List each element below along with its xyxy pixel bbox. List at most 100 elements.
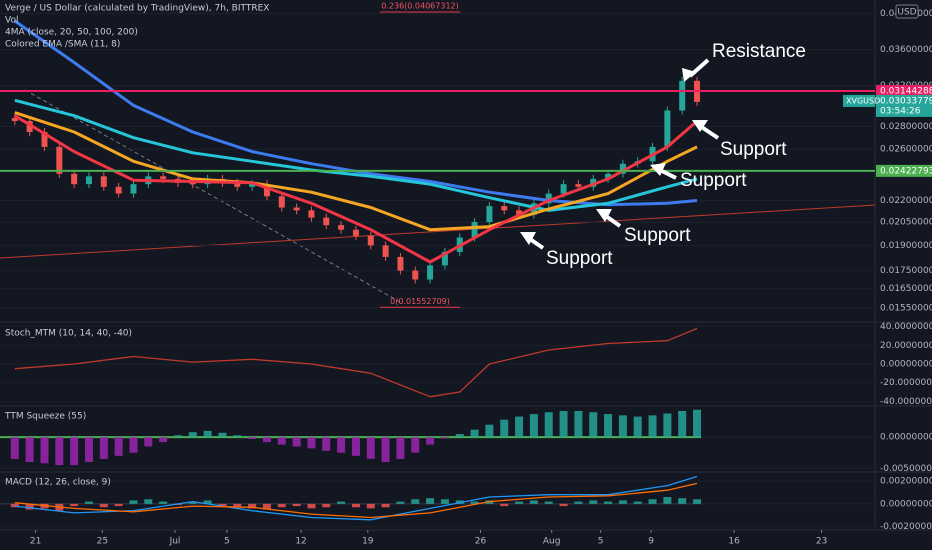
histogram-bar [144,499,153,504]
candle [605,173,612,179]
annotation: Support [680,170,747,191]
candle [56,146,63,174]
x-tick-label: 16 [728,537,740,547]
histogram-bar [322,437,331,451]
pane-title: Stoch_MTM (10, 14, 40, -40) [5,329,132,339]
annotation: Support [720,139,787,160]
histogram-bar [440,499,449,504]
level-badge [876,164,932,177]
histogram-bar [693,409,702,438]
x-tick-label: 21 [30,537,41,547]
histogram-bar [618,500,627,504]
candle [278,196,285,208]
candle [293,207,300,211]
histogram-bar [292,437,301,447]
histogram-bar [292,503,301,507]
candle [189,182,196,185]
histogram-bar [262,437,271,443]
histogram-bar [396,437,405,459]
candle [11,118,18,122]
candle [441,251,448,266]
histogram-bar [574,410,583,438]
histogram-bar [233,435,242,438]
histogram-bar [203,500,212,504]
histogram-bar [99,437,108,459]
histogram-bar [693,499,702,504]
candle [85,176,92,185]
pane-title: TTM Squeeze (55) [4,412,86,422]
histogram-bar [233,503,242,508]
histogram-bar [114,437,123,456]
histogram-bar [559,503,568,507]
candle [338,225,345,230]
histogram-bar [455,434,464,438]
candle [263,184,270,197]
histogram-bar [618,415,627,438]
histogram-bar [544,501,553,504]
x-tick-label: 26 [475,537,487,547]
histogram-bar [411,437,420,453]
annotation: Support [546,248,613,269]
histogram-bar [366,437,375,459]
y-tick-label: 0.01650000 [880,284,932,294]
histogram-bar [218,503,227,507]
y-tick-label: 0.00200000 [880,477,932,487]
candle [575,184,582,187]
histogram-bar [663,497,672,504]
candle [664,110,671,147]
currency-badge[interactable] [895,4,919,19]
candle [130,184,137,194]
indicator-line [14,327,698,398]
histogram-bar [678,498,687,504]
histogram-bar [678,410,687,438]
y-tick-label: -20.00000000 [880,378,932,388]
symbol-title: Verge / US Dollar (calculated by Trading… [5,4,269,14]
y-tick-label: 0.01750000 [880,266,932,276]
candle [412,270,419,280]
histogram-bar [25,437,34,463]
candle [26,121,33,133]
y-tick-label: 0.00000000 [880,499,932,509]
candle [160,176,167,179]
y-tick-label: 20.00000000 [880,341,932,351]
candle [115,186,122,194]
symbol-badge [843,94,875,107]
candle [367,235,374,246]
histogram-bar [307,437,316,449]
histogram-bar [500,503,509,507]
annotation: Resistance [712,41,806,62]
x-tick-label: 5 [224,537,230,547]
indicator-legend: Colored EMA /SMA (11, 8) [5,40,120,50]
y-tick-label: 0.03600000 [880,45,932,55]
fib-label: 0.236(0.04067312) [381,2,459,11]
x-tick-label: Aug [543,537,561,547]
histogram-bar [604,501,613,504]
x-tick-label: 23 [816,537,827,547]
histogram-bar [500,419,509,438]
x-tick-label: Jul [169,537,181,547]
indicator-legend: Vol [5,16,18,26]
histogram-bar [307,503,316,509]
candle [41,132,48,147]
histogram-bar [337,437,346,453]
histogram-bar [322,503,331,508]
annotation: Support [624,225,691,246]
y-tick-label: 0.02600000 [880,145,932,155]
y-tick-label: 0.00000000 [880,433,932,443]
histogram-bar [589,412,598,438]
indicator-line [14,111,698,232]
histogram-bar [604,414,613,438]
histogram-bar [648,499,657,504]
indicator-line [14,482,698,519]
histogram-bar [188,501,197,504]
histogram-bar [396,501,405,504]
x-tick-label: 25 [97,537,108,547]
histogram-bar [411,499,420,504]
histogram-bar [470,501,479,504]
histogram-bar [203,430,212,438]
candle [397,256,404,271]
histogram-bar [633,416,642,438]
y-tick-label: -0.00500000 [880,464,932,474]
currency[interactable]: USD [897,8,916,18]
histogram-bar [559,410,568,438]
